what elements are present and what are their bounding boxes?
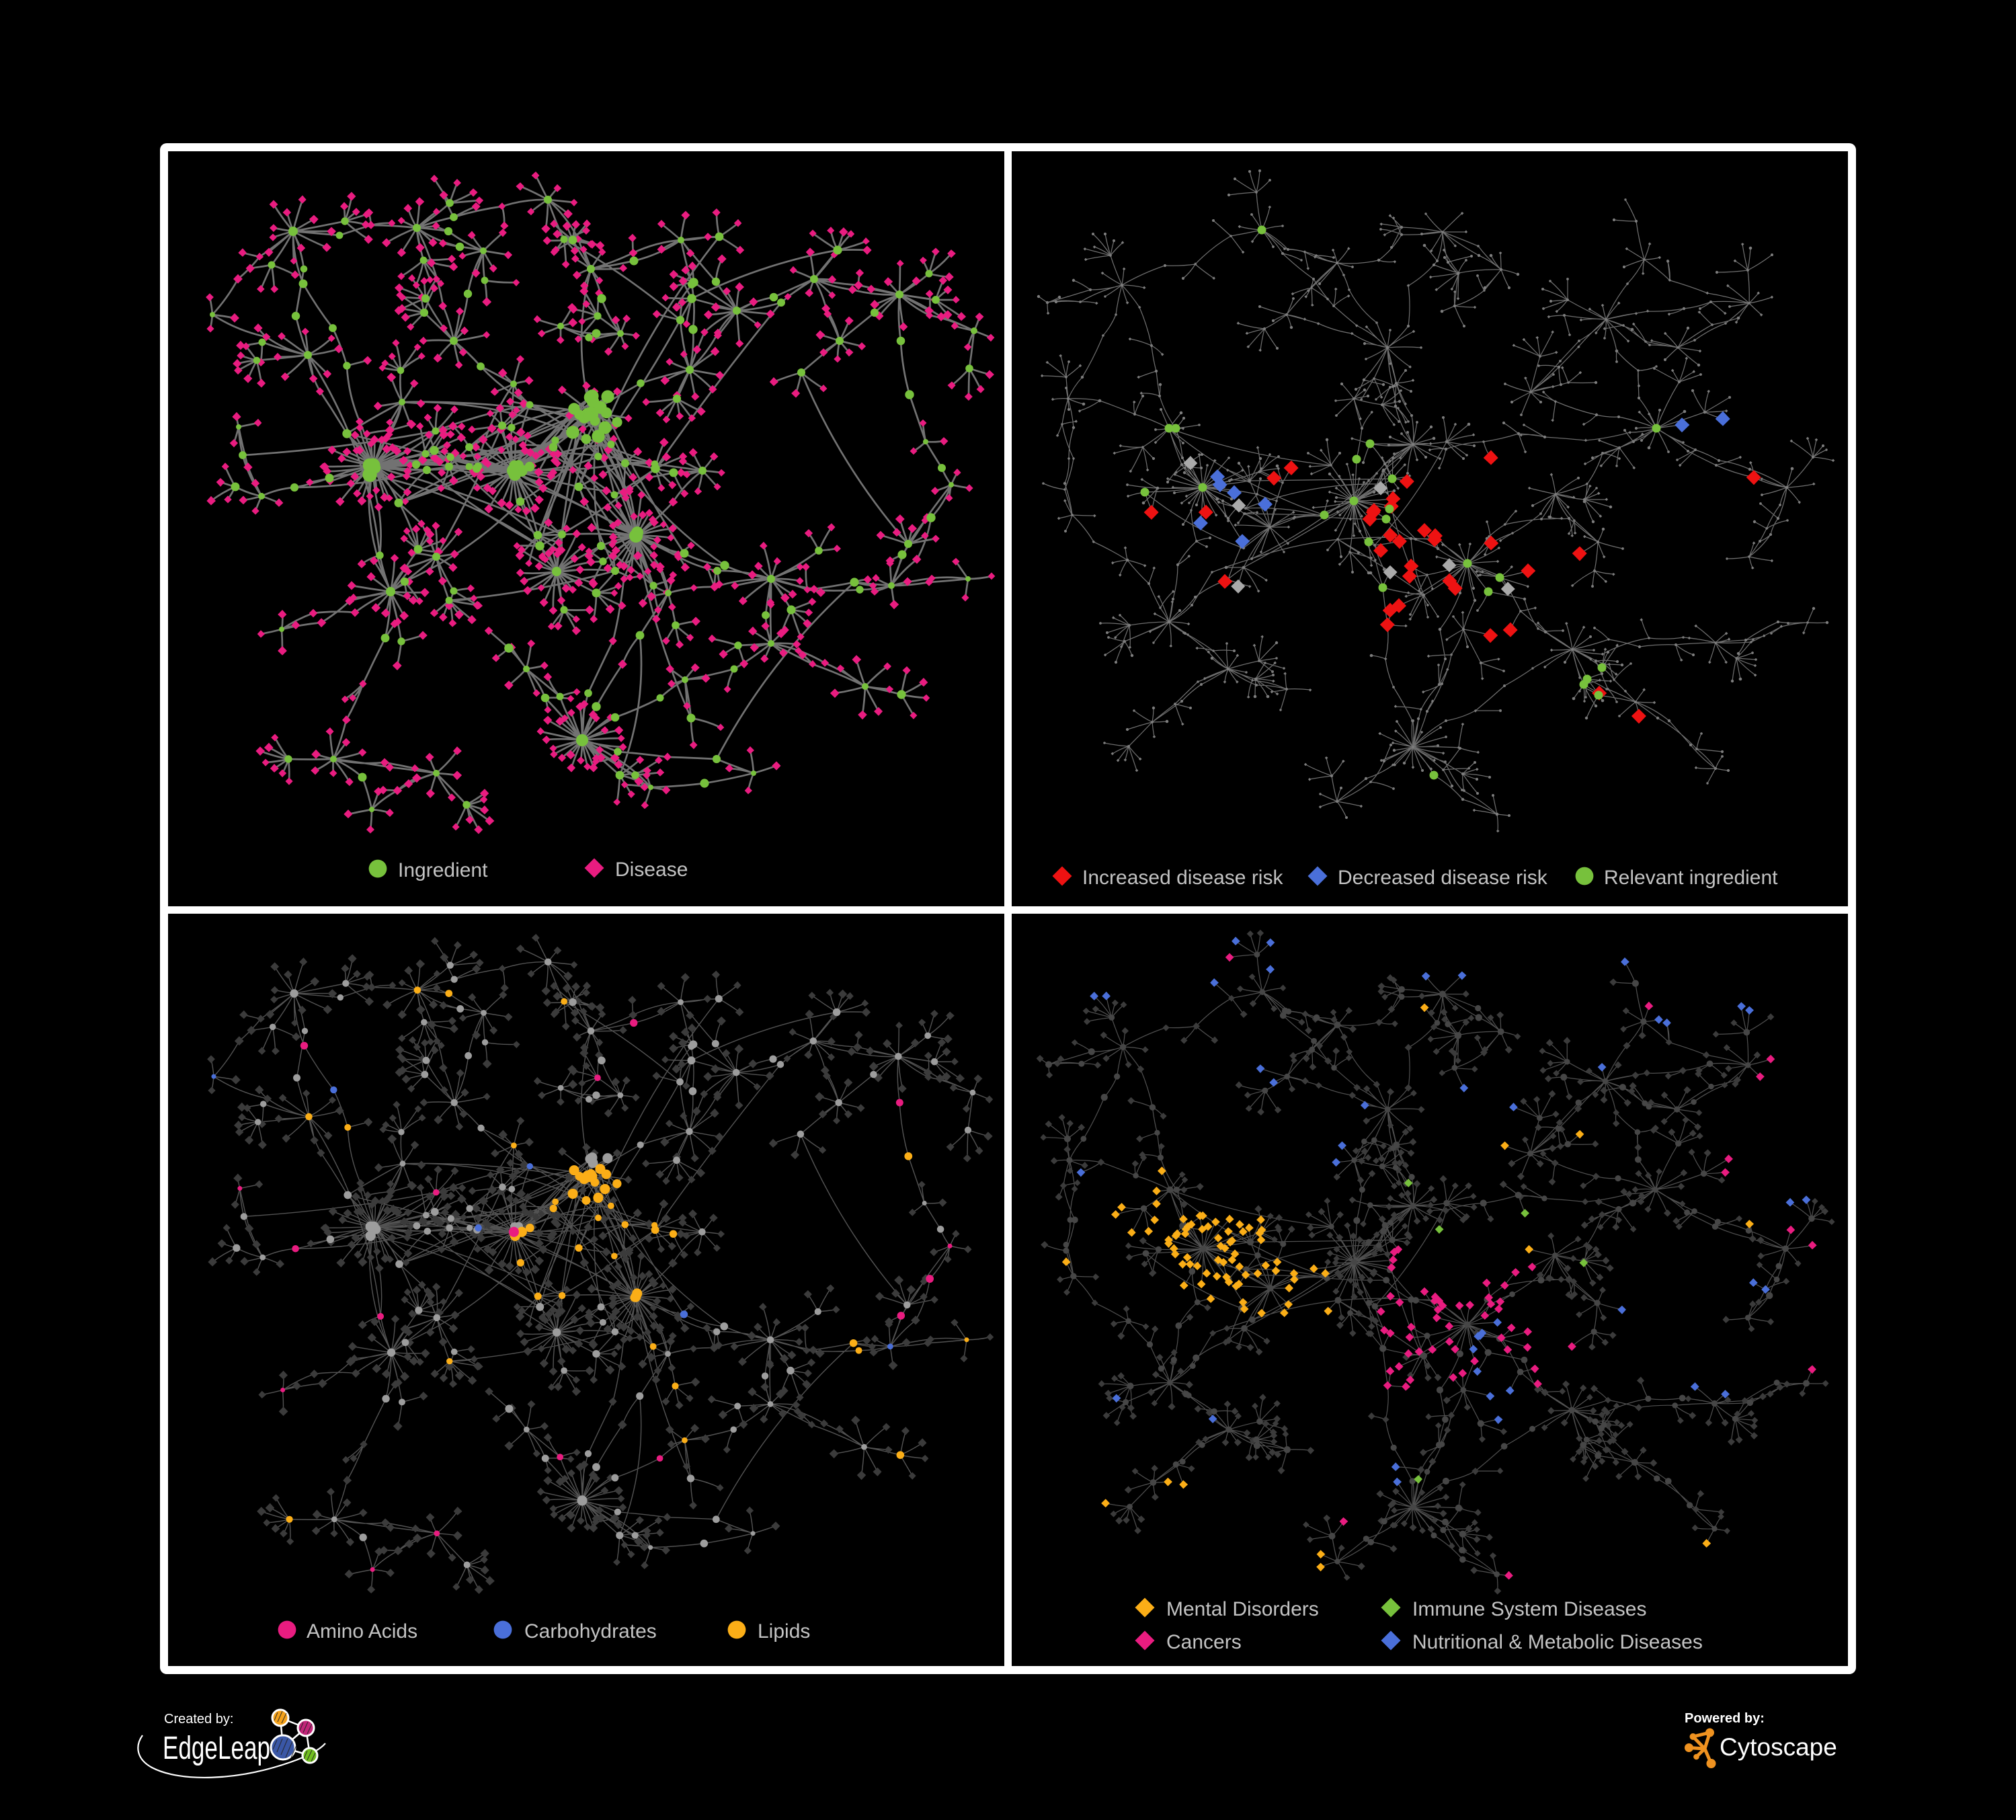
svg-text:Decreased disease risk: Decreased disease risk	[1338, 867, 1548, 889]
svg-text:Cytoscape: Cytoscape	[1720, 1733, 1837, 1761]
svg-text:Nutritional & Metabolic Diseas: Nutritional & Metabolic Diseases	[1412, 1631, 1703, 1653]
svg-text:Increased disease risk: Increased disease risk	[1082, 867, 1283, 889]
svg-text:Amino Acids: Amino Acids	[307, 1620, 417, 1643]
svg-text:Relevant ingredient: Relevant ingredient	[1604, 867, 1778, 889]
svg-text:Powered by:: Powered by:	[1685, 1711, 1765, 1726]
svg-text:Mental Disorders: Mental Disorders	[1166, 1598, 1319, 1620]
svg-text:Ingredient: Ingredient	[398, 859, 488, 881]
svg-text:EdgeLeap: EdgeLeap	[163, 1731, 270, 1766]
svg-text:Immune System Diseases: Immune System Diseases	[1412, 1598, 1646, 1620]
svg-text:Created by:: Created by:	[164, 1712, 233, 1727]
svg-text:Disease: Disease	[615, 859, 688, 881]
svg-text:Cancers: Cancers	[1166, 1631, 1242, 1653]
svg-text:Carbohydrates: Carbohydrates	[524, 1620, 657, 1643]
svg-text:Lipids: Lipids	[758, 1620, 810, 1643]
